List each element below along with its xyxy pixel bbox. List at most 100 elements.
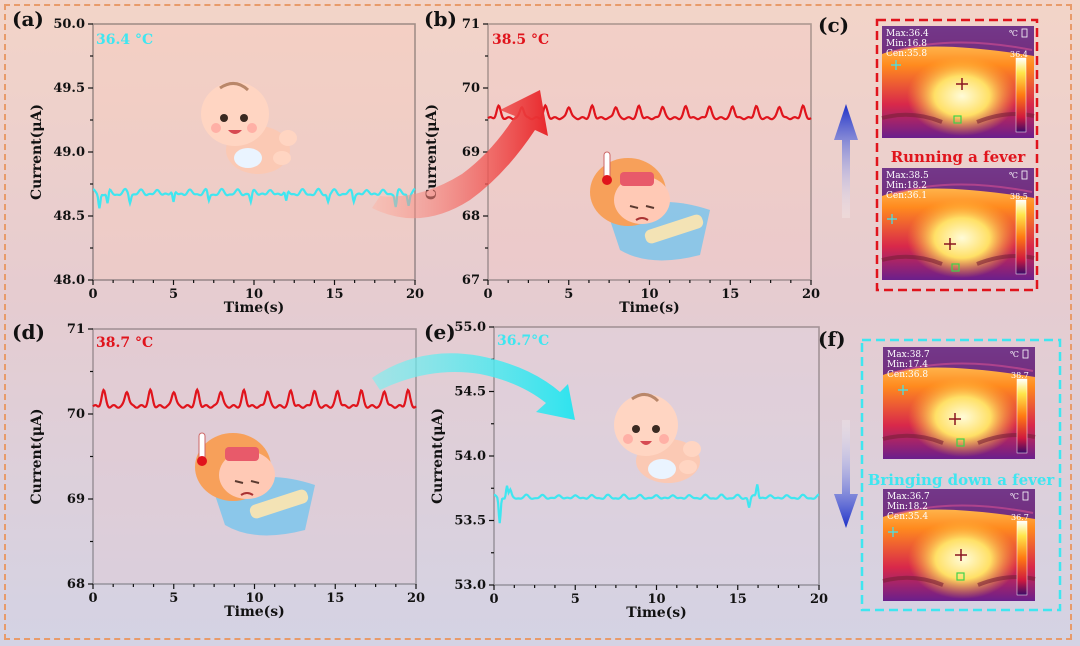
y-tick-label-e: 53.5: [454, 514, 486, 529]
celsius-icon: ℃: [1010, 350, 1019, 359]
temp-label-d: 38.7 °C: [96, 335, 153, 351]
panel-a: (a) 0 5 10 15 20 48.0 48.5 49.0 49.5 50.0 Time(s) C…: [12, 7, 424, 316]
crosshair-icon: [949, 413, 961, 425]
y-tick-label-e: 53.0: [454, 578, 486, 593]
axes-a: 0 5 10 15 20 48.0 48.5 49.0 49.5 50.0 Time(s) Curre…: [29, 17, 424, 316]
thermal-image-f-top: Max:38.7 Min:17.4 Cen:36.8 ℃ 38.7: [881, 345, 1037, 461]
x-tick-label-d: 0: [88, 591, 97, 606]
panel-a-label: (a): [12, 7, 44, 31]
y-tick-label-b: 67: [462, 273, 480, 288]
thermal-box-f: [860, 338, 1062, 612]
thermal-image-c-bottom: Max:38.5 Min:18.2 Cen:36.1 ℃ 38.5: [880, 166, 1036, 282]
target-box-icon: [953, 115, 962, 124]
y-tick-label-b: 70: [462, 81, 480, 96]
panel-b: (b) 0 5 10 15 20 67 68 69 70 71 Time(s) Current(μA)…: [424, 7, 820, 316]
y-axis-label-a: Current(μA): [29, 104, 45, 200]
thermal-cen-c-bottom: Cen:36.1: [886, 191, 927, 201]
axes-d: 0 5 10 15 20 68 69 70 71 Time(s) Current(μA): [29, 322, 425, 620]
y-axis-label-d: Current(μA): [29, 409, 45, 505]
down-arrow-icon: [834, 420, 858, 528]
marker-icon: [891, 60, 901, 70]
y-tick-label-d: 68: [67, 577, 85, 592]
y-axis-label-b: Current(μA): [424, 104, 440, 200]
thermal-image-f-bottom: Max:36.7 Min:18.2 Cen:35.4 ℃ 36.7: [881, 487, 1037, 603]
x-tick-label-a: 10: [245, 287, 263, 302]
x-tick-label-e: 0: [489, 592, 498, 607]
panel-d: (d) 0 5 10 15 20 68 69 70 71 Time(s) Current(μA) 3…: [12, 320, 425, 620]
marker-icon: [887, 214, 897, 224]
x-axis-label-a: Time(s): [224, 300, 285, 316]
crosshair-icon: [956, 78, 968, 90]
thermal-box-c: [875, 18, 1039, 292]
battery-icon: [1022, 491, 1029, 501]
baby-sick-illustration-b: [590, 151, 710, 261]
y-tick-label-a: 49.0: [53, 145, 85, 160]
x-tick-label-b: 10: [640, 287, 658, 302]
crosshair-icon: [944, 238, 956, 250]
y-tick-label-b: 68: [462, 209, 480, 224]
series-line-a: [92, 187, 416, 209]
panel-f-label: (f): [818, 327, 846, 351]
target-box-icon: [956, 572, 965, 581]
baby-happy-illustration-e: [614, 393, 701, 483]
curved-arrow-cyan: [372, 353, 575, 420]
thermal-scale-f-bottom: 36.7: [1011, 513, 1029, 522]
x-tick-label-a: 0: [88, 287, 97, 302]
panel-c: (c) Max:36.4 Min:16.8 Cen:35.8 ℃ 36.4 Ru…: [818, 13, 1039, 292]
y-tick-label-e: 54.5: [454, 385, 486, 400]
panel-e-label: (e): [424, 320, 456, 344]
celsius-icon: ℃: [1010, 492, 1019, 501]
temp-label-a: 36.4 °C: [96, 32, 153, 48]
x-tick-label-e: 15: [729, 592, 747, 607]
temp-label-e: 36.7°C: [497, 333, 549, 349]
x-axis-label-e: Time(s): [626, 605, 687, 621]
y-tick-label-b: 71: [462, 17, 480, 32]
series-line-d: [92, 387, 417, 409]
x-tick-label-d: 20: [407, 591, 425, 606]
x-tick-label-e: 5: [571, 592, 580, 607]
y-tick-label-a: 49.5: [53, 81, 85, 96]
x-tick-label-a: 15: [325, 287, 343, 302]
axes-b: 0 5 10 15 20 67 68 69 70 71 Time(s) Current(μA): [424, 17, 820, 316]
x-tick-label-b: 5: [564, 287, 573, 302]
thermal-image-c-top: Max:36.4 Min:16.8 Cen:35.8 ℃ 36.4: [880, 24, 1036, 140]
plot-a-frame: [92, 23, 416, 281]
battery-icon: [1022, 349, 1029, 359]
outer-dashed-frame: [4, 4, 1072, 640]
axes-e: 0 5 10 15 20 53.0 53.5 54.0 54.5 55.0 Time(s) Curre…: [430, 320, 828, 621]
x-tick-label-e: 20: [810, 592, 828, 607]
thermal-min-f-bottom: Min:18.2: [887, 502, 928, 512]
thermal-min-f-top: Min:17.4: [887, 360, 928, 370]
thermal-max-f-top: Max:38.7: [887, 350, 930, 360]
y-tick-label-d: 71: [67, 322, 85, 337]
y-tick-label-d: 70: [67, 407, 85, 422]
y-tick-label-a: 48.5: [53, 209, 85, 224]
x-tick-label-b: 20: [802, 287, 820, 302]
y-tick-label-a: 50.0: [53, 17, 85, 32]
panel-c-label: (c): [818, 13, 849, 37]
y-tick-label-b: 69: [462, 145, 480, 160]
x-axis-label-d: Time(s): [224, 604, 285, 620]
battery-icon: [1021, 170, 1028, 180]
x-tick-label-a: 5: [169, 287, 178, 302]
y-axis-label-e: Current(μA): [430, 408, 446, 504]
panel-e: (e) 0 5 10 15 20 53.0 53.5 54.0 54.5 55.0 Time(s) C…: [424, 320, 828, 621]
thermal-cen-c-top: Cen:35.8: [886, 49, 927, 59]
thermal-cen-f-top: Cen:36.8: [887, 370, 928, 380]
caption-c: Running a fever: [891, 148, 1027, 166]
x-tick-label-e: 10: [647, 592, 665, 607]
baby-sick-illustration-d: [195, 432, 315, 536]
caption-f: Bringing down a fever: [868, 471, 1056, 489]
thermal-min-c-bottom: Min:18.2: [886, 181, 927, 191]
thermal-max-f-bottom: Max:36.7: [887, 492, 930, 502]
x-tick-label-d: 10: [245, 591, 263, 606]
celsius-icon: ℃: [1009, 171, 1018, 180]
thermal-max-c-bottom: Max:38.5: [886, 171, 929, 181]
marker-icon: [888, 527, 898, 537]
y-tick-label-e: 54.0: [454, 449, 486, 464]
x-axis-label-b: Time(s): [619, 300, 680, 316]
y-tick-label-d: 69: [67, 492, 85, 507]
curved-arrow-red: [372, 90, 548, 219]
panel-f: (f) Max:38.7 Min:17.4 Cen:36.8 ℃ 38.7 Br…: [818, 327, 1062, 612]
